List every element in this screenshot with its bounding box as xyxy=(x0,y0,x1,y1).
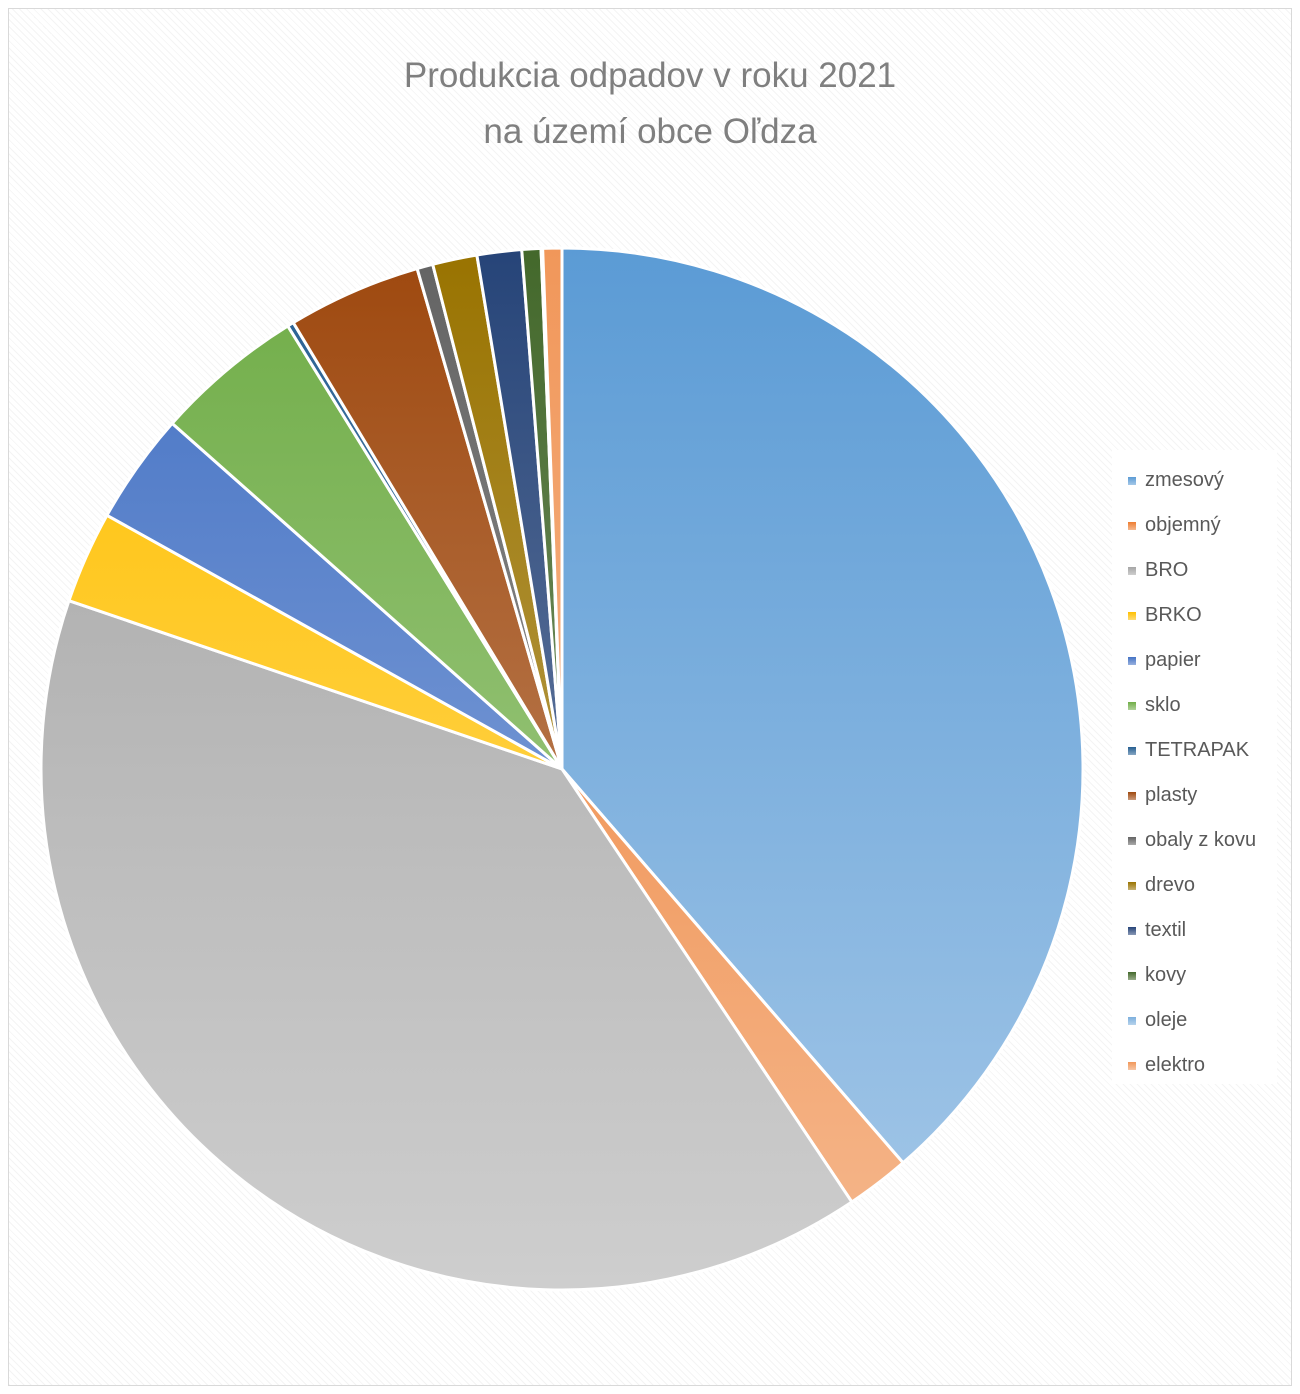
chart-title: Produkcia odpadov v roku 2021 na území o… xyxy=(0,48,1300,160)
legend-swatch xyxy=(1128,611,1136,620)
legend-label: TETRAPAK xyxy=(1145,739,1250,761)
legend-swatch xyxy=(1128,566,1136,575)
legend-swatch xyxy=(1128,521,1136,530)
legend-item-textil: textil xyxy=(1112,908,1277,953)
legend-item-bro: BRO xyxy=(1112,548,1277,593)
pie-slice-elektro xyxy=(541,246,564,771)
legend-swatch xyxy=(1128,926,1136,935)
legend-label: kovy xyxy=(1145,964,1187,986)
legend-item-tetrapak: TETRAPAK xyxy=(1112,728,1277,773)
legend-label: oleje xyxy=(1145,1009,1188,1031)
legend-label: plasty xyxy=(1145,784,1198,806)
legend-item-plasty: plasty xyxy=(1112,773,1277,818)
legend-swatch xyxy=(1128,1061,1136,1070)
legend-label: elektro xyxy=(1145,1054,1206,1076)
legend-swatch xyxy=(1128,1016,1136,1025)
legend-label: BRKO xyxy=(1145,604,1202,626)
legend-item-brko: BRKO xyxy=(1112,593,1277,638)
legend-swatch xyxy=(1128,971,1136,980)
legend-swatch xyxy=(1128,791,1136,800)
legend-item-sklo: sklo xyxy=(1112,683,1277,728)
legend-label: sklo xyxy=(1145,694,1181,716)
chart-title-line-2: na území obce Oľdza xyxy=(483,112,817,151)
legend-item-obaly-z-kovu: obaly z kovu xyxy=(1112,818,1277,863)
legend-swatch xyxy=(1128,836,1136,845)
pie-slice-bro xyxy=(39,599,854,1292)
legend-label: drevo xyxy=(1145,874,1196,896)
pie-slice-zmesovy xyxy=(560,246,1085,1165)
legend-label: obaly z kovu xyxy=(1145,829,1257,851)
legend-label: textil xyxy=(1145,919,1187,941)
legend-swatch xyxy=(1128,701,1136,710)
chart-title-line-1: Produkcia odpadov v roku 2021 xyxy=(403,56,897,95)
legend-label: objemný xyxy=(1145,514,1221,536)
legend-item-zmesovy: zmesový xyxy=(1112,458,1277,503)
legend-item-objemny: objemný xyxy=(1112,503,1277,548)
legend-item-kovy: kovy xyxy=(1112,953,1277,998)
legend-item-papier: papier xyxy=(1112,638,1277,683)
pie-slices xyxy=(39,246,1085,1292)
legend: zmesový objemný BRO BRKO papier sklo TETRAPAK p… xyxy=(1112,450,1277,1084)
legend-swatch xyxy=(1128,656,1136,665)
legend-label: zmesový xyxy=(1145,469,1224,491)
legend-swatch xyxy=(1128,746,1136,755)
legend-item-drevo: drevo xyxy=(1112,863,1277,908)
legend-swatch xyxy=(1128,476,1136,485)
legend-swatch xyxy=(1128,881,1136,890)
legend-item-elektro: elektro xyxy=(1112,1043,1277,1088)
legend-label: BRO xyxy=(1145,559,1189,581)
legend-label: papier xyxy=(1145,649,1201,671)
legend-item-oleje: oleje xyxy=(1112,998,1277,1043)
